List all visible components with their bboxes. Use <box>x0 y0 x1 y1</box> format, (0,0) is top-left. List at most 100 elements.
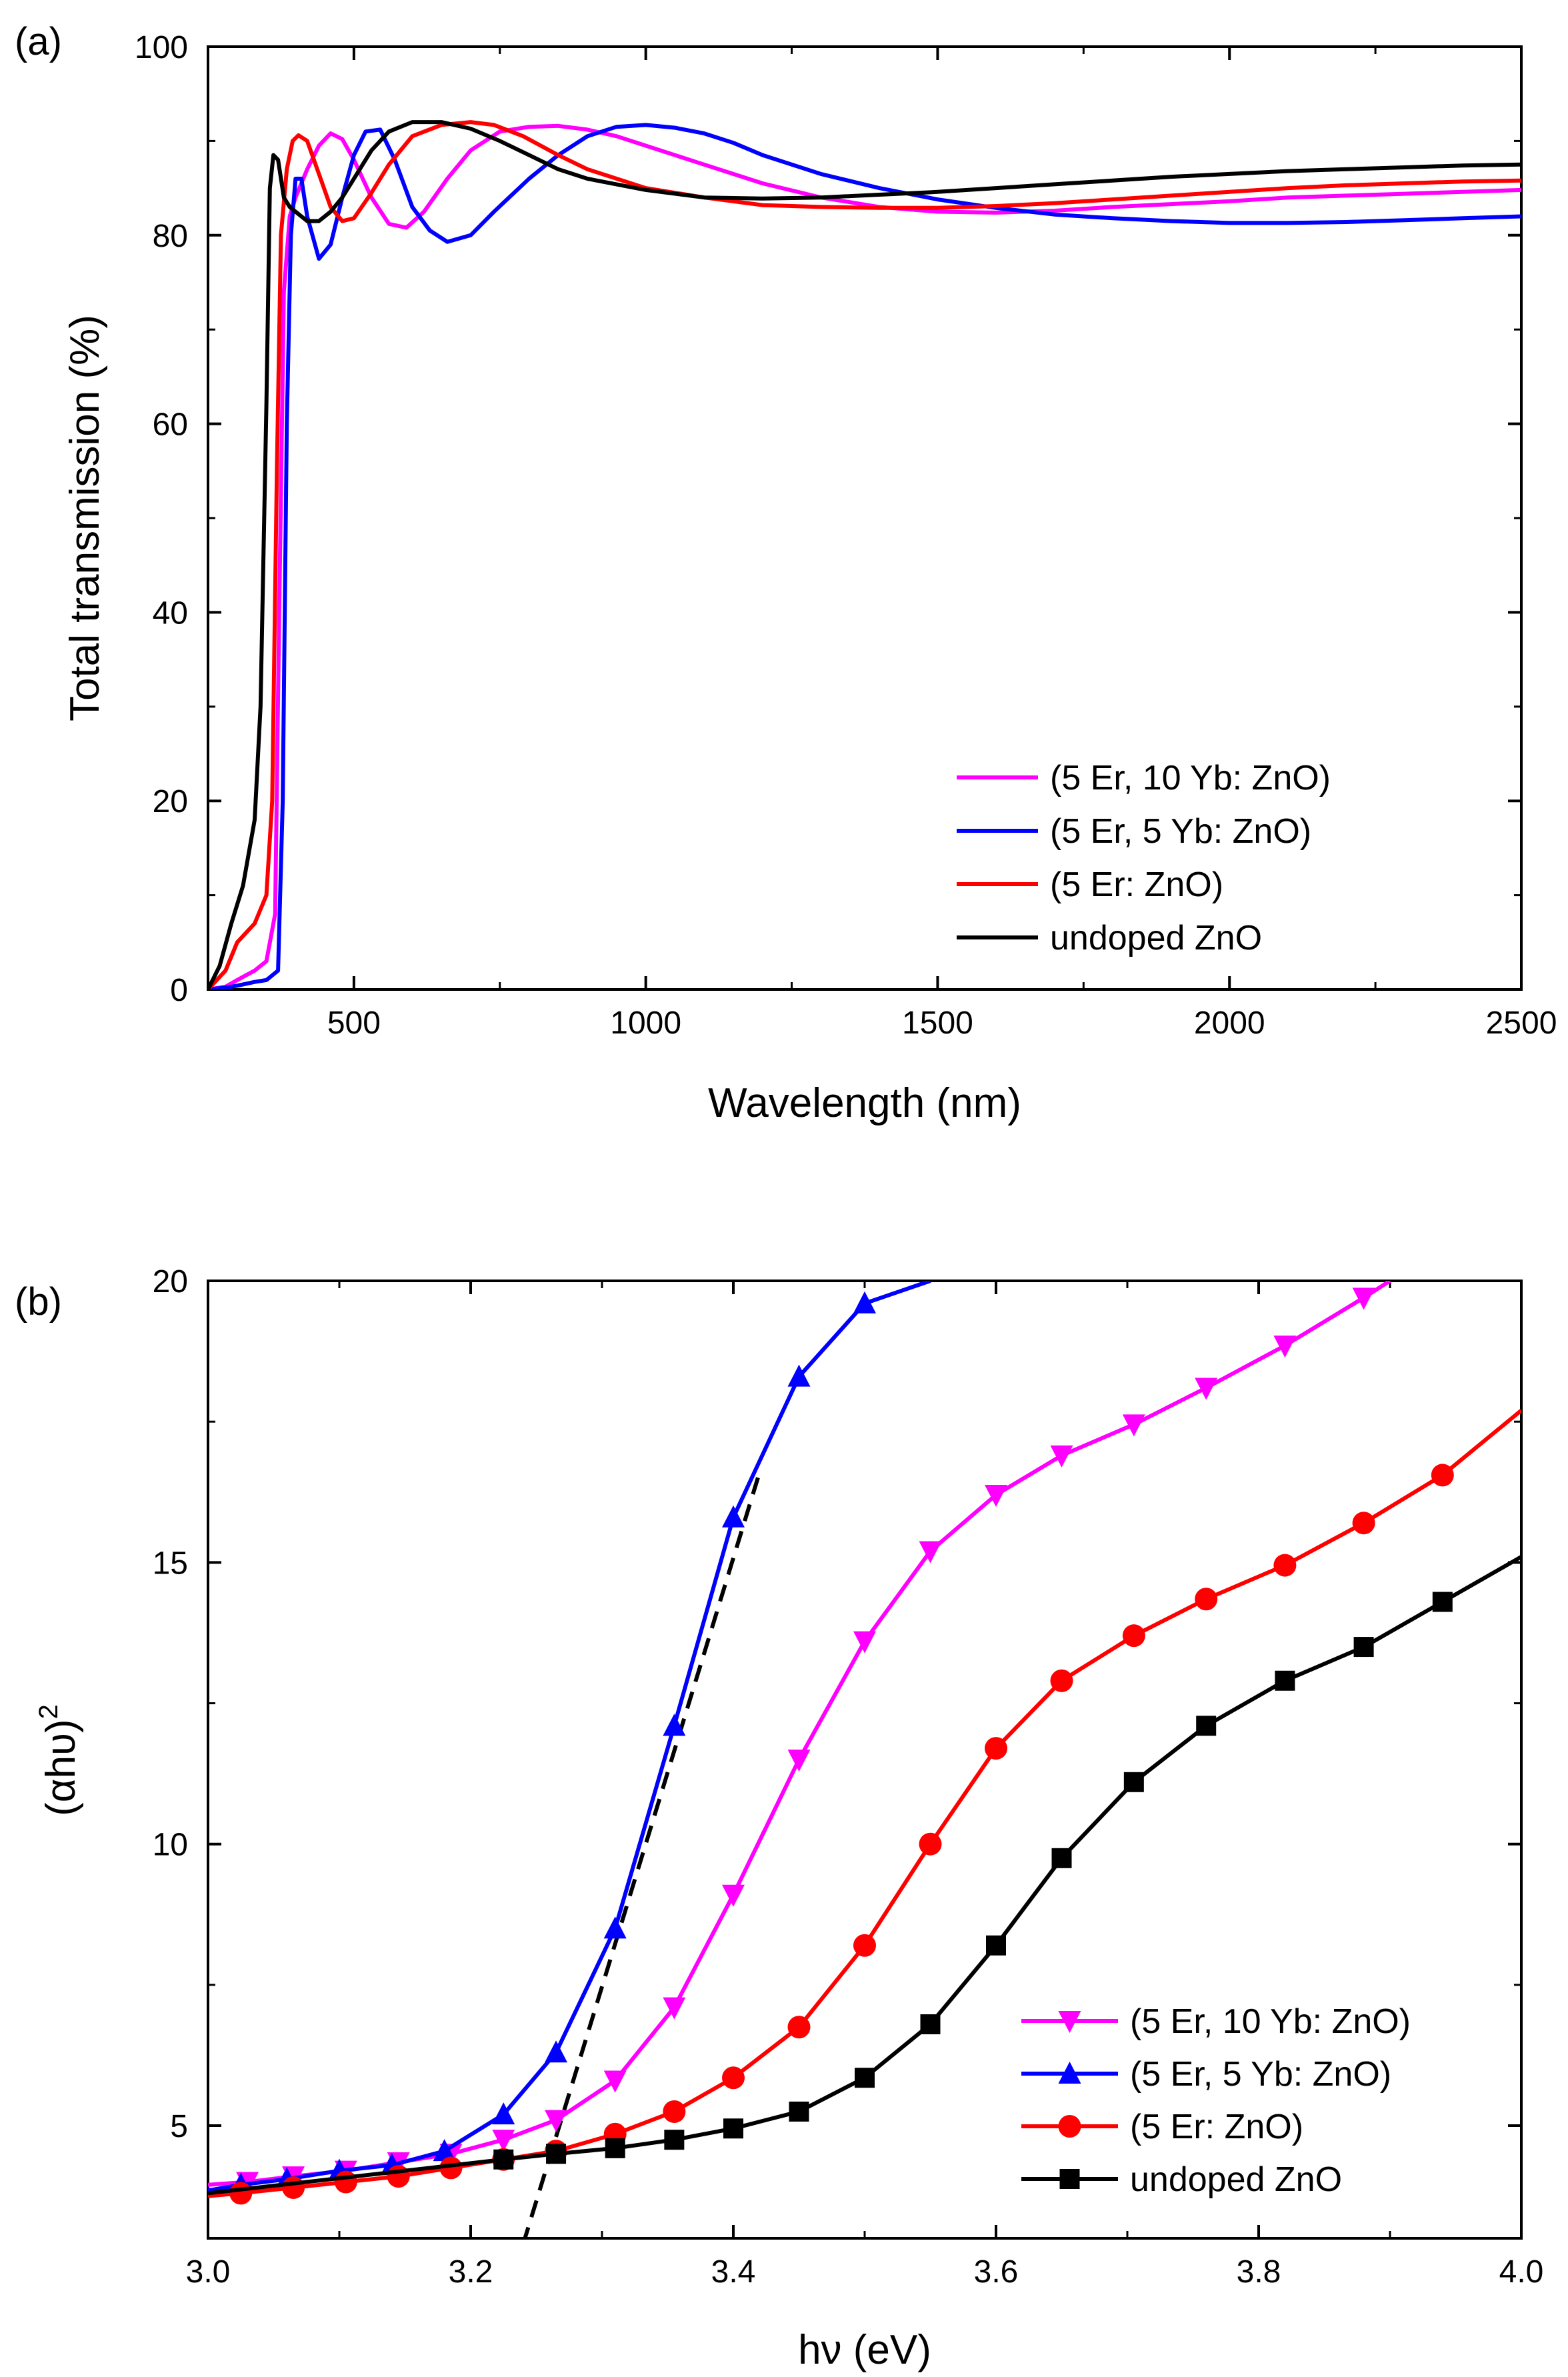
data-point-5-er-zno <box>282 2176 305 2199</box>
data-point-5-er-zno <box>919 1832 942 1856</box>
data-point-5-er-zno <box>334 2170 357 2194</box>
data-point-5-er-10-yb-zno <box>985 1484 1007 1507</box>
data-point-5-er-zno <box>985 1737 1007 1760</box>
series-line-5-er-10-yb-zno <box>208 123 1521 989</box>
panel-a-x-axis-title: Wavelength (nm) <box>708 1080 1021 1126</box>
y-tick-label: 80 <box>153 219 188 254</box>
legend-marker-5-er-10-yb-zno <box>1058 2011 1081 2033</box>
x-tick-label: 1000 <box>610 1005 681 1041</box>
x-tick-label: 2500 <box>1486 1005 1557 1041</box>
data-point-5-er-5-yb-zno <box>853 1291 876 1314</box>
panel-b-y-axis-title-superscript: 2 <box>34 1704 63 1719</box>
panel-a-label: (a) <box>15 20 62 63</box>
series-line-5-er-5-yb-zno <box>208 123 1521 989</box>
data-point-5-er-zno <box>787 2016 811 2039</box>
data-point-5-er-10-yb-zno <box>1050 1445 1073 1468</box>
x-tick-label: 500 <box>327 1005 381 1041</box>
data-point-5-er-zno <box>1273 1554 1297 1577</box>
panel-b-x-axis-title: hν (eV) <box>798 2327 931 2373</box>
data-point-5-er-zno <box>1431 1464 1454 1487</box>
legend-marker-5-er-zno <box>1058 2115 1081 2138</box>
data-point-5-er-zno <box>387 2165 410 2188</box>
panel-b-y-axis-title: (αhυ)2 <box>34 1704 84 1816</box>
series-line-undoped-zno <box>208 120 1521 989</box>
data-point-5-er-10-yb-zno <box>603 2070 627 2093</box>
data-point-5-er-zno <box>439 2156 463 2180</box>
data-point-undoped-zno <box>723 2118 743 2139</box>
data-point-5-er-10-yb-zno <box>492 2130 515 2152</box>
data-point-undoped-zno <box>1196 1716 1217 1736</box>
series-line-5-er-zno <box>208 120 1521 989</box>
legend-label-5-er-5-yb-zno: (5 Er, 5 Yb: ZnO) <box>1130 2055 1391 2094</box>
x-tick-label: 1500 <box>902 1005 973 1041</box>
panel-b-tauc-chart: (b) 3.0 3.2 3.4 3.6 3.8 4.0 5 10 15 20 hν (eV) (α… <box>15 1264 1543 2373</box>
legend-label-undoped-zno: undoped ZnO <box>1050 919 1262 957</box>
data-point-5-er-zno <box>1050 1669 1073 1692</box>
data-point-5-er-10-yb-zno <box>1273 1336 1297 1358</box>
panel-a-transmission-chart: (a) 500 1000 1500 2000 2500 0 20 40 60 80 100 Wave… <box>15 20 1557 1126</box>
legend-label-undoped-zno: undoped ZnO <box>1130 2160 1342 2199</box>
data-point-5-er-10-yb-zno <box>919 1541 942 1564</box>
panel-b-legend: (5 Er, 10 Yb: ZnO) (5 Er, 5 Yb: ZnO) (5 Er… <box>1021 2002 1411 2199</box>
data-point-undoped-zno <box>986 1935 1006 1956</box>
data-point-5-er-zno <box>1195 1588 1218 1611</box>
y-tick-label: 60 <box>153 407 188 443</box>
data-point-5-er-5-yb-zno <box>603 1916 627 1939</box>
data-point-5-er-10-yb-zno <box>1195 1378 1218 1400</box>
legend-label-5-er-5-yb-zno: (5 Er, 5 Yb: ZnO) <box>1050 812 1311 851</box>
legend-marker-undoped-zno <box>1059 2169 1080 2189</box>
panel-b-series <box>208 1281 1521 2238</box>
data-point-5-er-5-yb-zno <box>492 2102 515 2125</box>
y-tick-label: 20 <box>153 1264 188 1300</box>
data-point-5-er-zno <box>229 2182 253 2205</box>
data-point-5-er-zno <box>722 2066 745 2090</box>
panel-b-plot-frame <box>207 1280 1523 2240</box>
data-point-5-er-5-yb-zno <box>545 2040 568 2063</box>
data-point-5-er-10-yb-zno <box>663 1997 686 2020</box>
data-point-undoped-zno <box>493 2149 514 2170</box>
data-point-undoped-zno <box>1051 1848 1072 1868</box>
x-tick-label: 3.8 <box>1237 2254 1281 2290</box>
y-tick-label: 5 <box>170 2109 188 2144</box>
x-tick-label: 2000 <box>1194 1005 1265 1041</box>
y-tick-label: 0 <box>170 973 188 1008</box>
y-tick-label: 15 <box>153 1546 188 1581</box>
x-tick-label: 3.2 <box>449 2254 493 2290</box>
legend-label-5-er-10-yb-zno: (5 Er, 10 Yb: ZnO) <box>1050 759 1331 797</box>
y-tick-label: 20 <box>153 784 188 819</box>
data-point-5-er-10-yb-zno <box>853 1631 876 1654</box>
data-point-5-er-10-yb-zno <box>1122 1414 1145 1437</box>
data-point-5-er-5-yb-zno <box>433 2139 456 2162</box>
tangent-extrapolation-line <box>523 1472 762 2238</box>
x-tick-label: 4.0 <box>1499 2254 1544 2290</box>
x-tick-label: 3.0 <box>186 2254 231 2290</box>
data-point-undoped-zno <box>664 2130 685 2150</box>
panel-b-y-axis-title-base: (αhυ) <box>38 1719 84 1816</box>
data-point-5-er-10-yb-zno <box>1352 1288 1375 1310</box>
data-point-5-er-5-yb-zno <box>722 1505 745 1528</box>
legend-marker-5-er-5-yb-zno <box>1058 2062 1081 2084</box>
data-point-5-er-zno <box>1352 1512 1375 1535</box>
x-tick-label: 3.6 <box>974 2254 1019 2290</box>
data-point-undoped-zno <box>1123 1772 1144 1792</box>
panel-a-y-axis-title: Total transmission (%) <box>62 315 108 721</box>
y-tick-label: 40 <box>153 595 188 631</box>
panel-a-ticks: 500 1000 1500 2000 2500 0 20 40 60 80 100 <box>135 30 1557 1041</box>
data-point-5-er-zno <box>1122 1624 1145 1648</box>
data-point-5-er-zno <box>853 1934 876 1957</box>
data-point-undoped-zno <box>1353 1637 1374 1658</box>
data-point-undoped-zno <box>920 2014 941 2035</box>
legend-label-5-er-zno: (5 Er: ZnO) <box>1050 865 1223 904</box>
data-point-5-er-5-yb-zno <box>787 1364 811 1387</box>
legend-label-5-er-10-yb-zno: (5 Er, 10 Yb: ZnO) <box>1130 2002 1411 2041</box>
data-point-5-er-10-yb-zno <box>722 1884 745 1907</box>
panel-b-y-axis-title-group: (αhυ)2 <box>34 1704 84 1816</box>
data-point-undoped-zno <box>546 2144 567 2164</box>
data-point-5-er-10-yb-zno <box>787 1750 811 1772</box>
panel-a-series <box>208 120 1521 989</box>
legend-label-5-er-zno: (5 Er: ZnO) <box>1130 2108 1303 2146</box>
data-point-undoped-zno <box>1432 1592 1453 1612</box>
panel-b-ticks: 3.0 3.2 3.4 3.6 3.8 4.0 5 10 15 20 <box>153 1264 1544 2290</box>
data-point-undoped-zno <box>1275 1670 1295 1691</box>
